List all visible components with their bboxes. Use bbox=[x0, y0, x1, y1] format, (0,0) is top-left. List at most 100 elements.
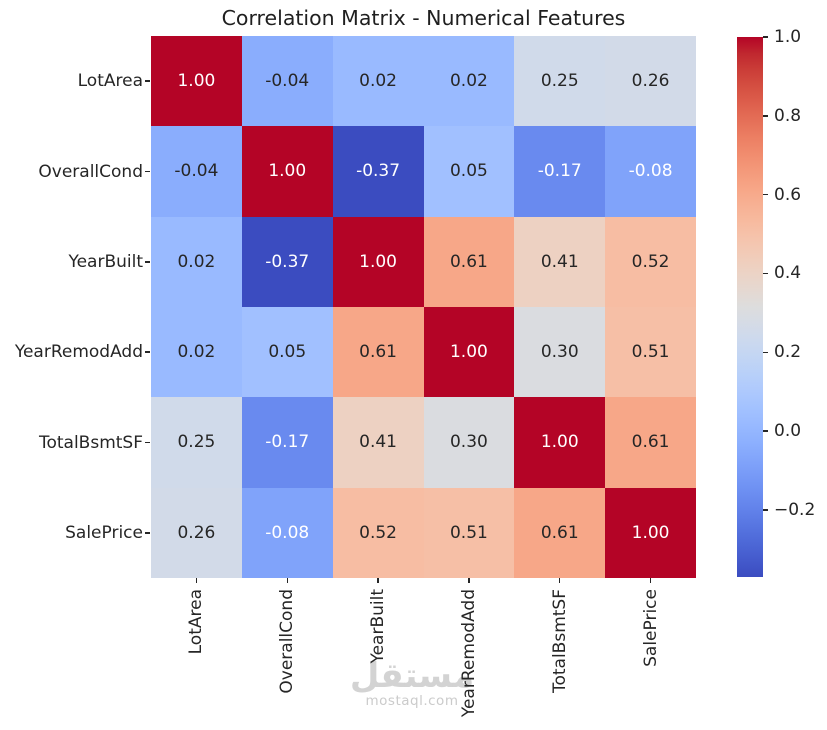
heatmap-cell: -0.08 bbox=[605, 126, 696, 217]
y-tick-mark bbox=[145, 441, 150, 444]
cell-value: 0.61 bbox=[449, 251, 488, 272]
heatmap-cell: 1.00 bbox=[605, 487, 696, 578]
cell-value: -0.04 bbox=[265, 71, 310, 92]
cell-value: 0.02 bbox=[177, 251, 216, 272]
cell-value: 0.51 bbox=[631, 342, 670, 363]
heatmap-grid: 1.00 -0.04 0.02 0.02 0.25 0.26 -0.04 1.00 -0.37 0… bbox=[151, 36, 696, 578]
x-tick-label: SalePrice bbox=[640, 589, 661, 667]
x-tick-label: YearBuilt bbox=[368, 589, 389, 664]
cell-value: -0.17 bbox=[537, 161, 582, 182]
heatmap-cell: 0.61 bbox=[332, 307, 424, 398]
heatmap-cell: 0.26 bbox=[151, 487, 242, 578]
colorbar-tick-label: 0.8 bbox=[774, 105, 802, 126]
heatmap-cell: 0.41 bbox=[332, 397, 424, 488]
colorbar-tick-label: 1.0 bbox=[774, 27, 802, 47]
colorbar-tick-mark bbox=[763, 36, 768, 38]
heatmap-cell: 0.41 bbox=[514, 216, 606, 307]
heatmap-cell: 0.05 bbox=[423, 126, 515, 217]
cell-value: 0.61 bbox=[359, 342, 397, 363]
cell-value: -0.37 bbox=[356, 161, 401, 182]
cell-value: 1.00 bbox=[268, 161, 307, 182]
heatmap-cell: 0.61 bbox=[514, 487, 606, 578]
colorbar-tick-mark bbox=[763, 272, 768, 275]
cell-value: 0.02 bbox=[359, 71, 397, 92]
colorbar-tick-label: 0.6 bbox=[774, 184, 802, 205]
colorbar-tick-label: −0.2 bbox=[774, 499, 816, 520]
x-tick-mark bbox=[195, 578, 198, 583]
cell-value: 0.51 bbox=[449, 522, 488, 543]
heatmap-cell: 0.30 bbox=[514, 307, 606, 398]
cell-value: 0.26 bbox=[631, 71, 670, 92]
cell-value: -0.08 bbox=[265, 522, 310, 543]
cell-value: -0.08 bbox=[628, 161, 673, 182]
cell-value: 0.05 bbox=[268, 342, 307, 363]
heatmap-cell: 0.52 bbox=[332, 487, 424, 578]
colorbar-tick-mark bbox=[763, 351, 768, 354]
heatmap-cell: 1.00 bbox=[151, 36, 242, 127]
cell-value: 0.02 bbox=[177, 342, 216, 363]
colorbar-tick-label: 0.0 bbox=[774, 421, 802, 442]
cell-value: 0.02 bbox=[449, 71, 488, 92]
cell-value: -0.17 bbox=[265, 432, 310, 453]
heatmap-cell: -0.17 bbox=[241, 397, 333, 488]
cell-value: 0.41 bbox=[540, 251, 579, 272]
chart-title: Correlation Matrix - Numerical Features bbox=[221, 6, 626, 30]
watermark-site-url: mostaql.com bbox=[365, 693, 459, 709]
y-tick-mark bbox=[145, 80, 150, 82]
heatmap-cell: 0.61 bbox=[423, 216, 515, 307]
heatmap-cell: 0.05 bbox=[241, 307, 333, 398]
heatmap-cell: 0.25 bbox=[514, 36, 606, 127]
y-tick-mark bbox=[145, 261, 150, 263]
heatmap-cell: 0.02 bbox=[151, 216, 242, 307]
heatmap-cell: -0.37 bbox=[332, 126, 424, 217]
y-tick-label: OverallCond bbox=[38, 161, 143, 182]
heatmap-cell: -0.17 bbox=[514, 126, 606, 217]
watermark-logo: مستقل bbox=[349, 656, 475, 696]
heatmap-cell: -0.04 bbox=[241, 36, 333, 127]
watermark: مستقل mostaql.com bbox=[322, 658, 502, 709]
y-tick-mark bbox=[145, 532, 150, 534]
colorbar-tick-mark bbox=[763, 430, 768, 432]
y-tick-label: SalePrice bbox=[65, 522, 143, 543]
cell-value: 0.05 bbox=[449, 161, 488, 182]
colorbar-gradient bbox=[737, 37, 763, 577]
y-tick-label: LotArea bbox=[77, 71, 143, 92]
heatmap-cell: -0.37 bbox=[241, 216, 333, 307]
cell-value: 0.25 bbox=[177, 432, 216, 453]
y-tick-label: TotalBsmtSF bbox=[38, 432, 143, 453]
cell-value: 0.25 bbox=[540, 71, 579, 92]
heatmap-cell: 1.00 bbox=[241, 126, 333, 217]
y-tick-mark bbox=[145, 351, 150, 353]
cell-value: 1.00 bbox=[449, 342, 488, 363]
y-tick-label: YearBuilt bbox=[68, 251, 143, 272]
heatmap-cell: 0.26 bbox=[605, 36, 696, 127]
cell-value: 1.00 bbox=[540, 432, 579, 453]
cell-value: -0.37 bbox=[265, 251, 310, 272]
cell-value: 1.00 bbox=[177, 71, 216, 92]
cell-value: 0.61 bbox=[631, 432, 670, 453]
x-tick-mark bbox=[286, 578, 288, 583]
cell-value: 0.26 bbox=[177, 522, 216, 543]
cell-value: -0.04 bbox=[174, 161, 219, 182]
heatmap-cell: 0.02 bbox=[332, 36, 424, 127]
x-tick-mark bbox=[468, 578, 470, 583]
heatmap-cell: 1.00 bbox=[332, 216, 424, 307]
x-tick-mark bbox=[649, 578, 652, 583]
y-tick-label: YearRemodAdd bbox=[14, 342, 143, 363]
heatmap-cell: -0.04 bbox=[151, 126, 242, 217]
y-tick-mark bbox=[145, 170, 150, 173]
heatmap-cell: 0.02 bbox=[151, 307, 242, 398]
cell-value: 0.30 bbox=[449, 432, 488, 453]
x-tick-label: TotalBsmtSF bbox=[549, 589, 570, 694]
heatmap-cell: 1.00 bbox=[514, 397, 606, 488]
heatmap-cell: 1.00 bbox=[423, 307, 515, 398]
heatmap-cell: 0.30 bbox=[423, 397, 515, 488]
colorbar-tick-mark bbox=[763, 509, 768, 511]
cell-value: 0.30 bbox=[540, 342, 579, 363]
colorbar-tick-mark bbox=[763, 115, 768, 117]
x-tick-mark bbox=[377, 578, 379, 583]
cell-value: 1.00 bbox=[631, 522, 670, 543]
heatmap-cell: 0.25 bbox=[151, 397, 242, 488]
heatmap-cell: -0.08 bbox=[241, 487, 333, 578]
